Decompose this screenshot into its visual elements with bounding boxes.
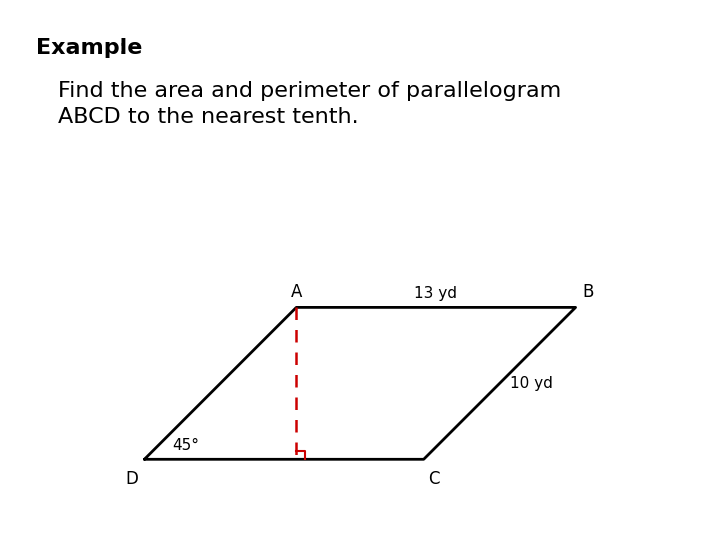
Text: Find the area and perimeter of parallelogram
ABCD to the nearest tenth.: Find the area and perimeter of parallelo… — [58, 81, 561, 127]
Text: 13 yd: 13 yd — [415, 286, 457, 301]
Text: C: C — [428, 470, 439, 488]
Text: D: D — [125, 470, 138, 488]
Text: :: : — [119, 38, 126, 58]
Text: B: B — [582, 283, 593, 301]
Text: Example: Example — [36, 38, 143, 58]
Text: A: A — [291, 283, 302, 301]
Text: 45°: 45° — [172, 438, 199, 453]
Text: 10 yd: 10 yd — [510, 376, 553, 391]
